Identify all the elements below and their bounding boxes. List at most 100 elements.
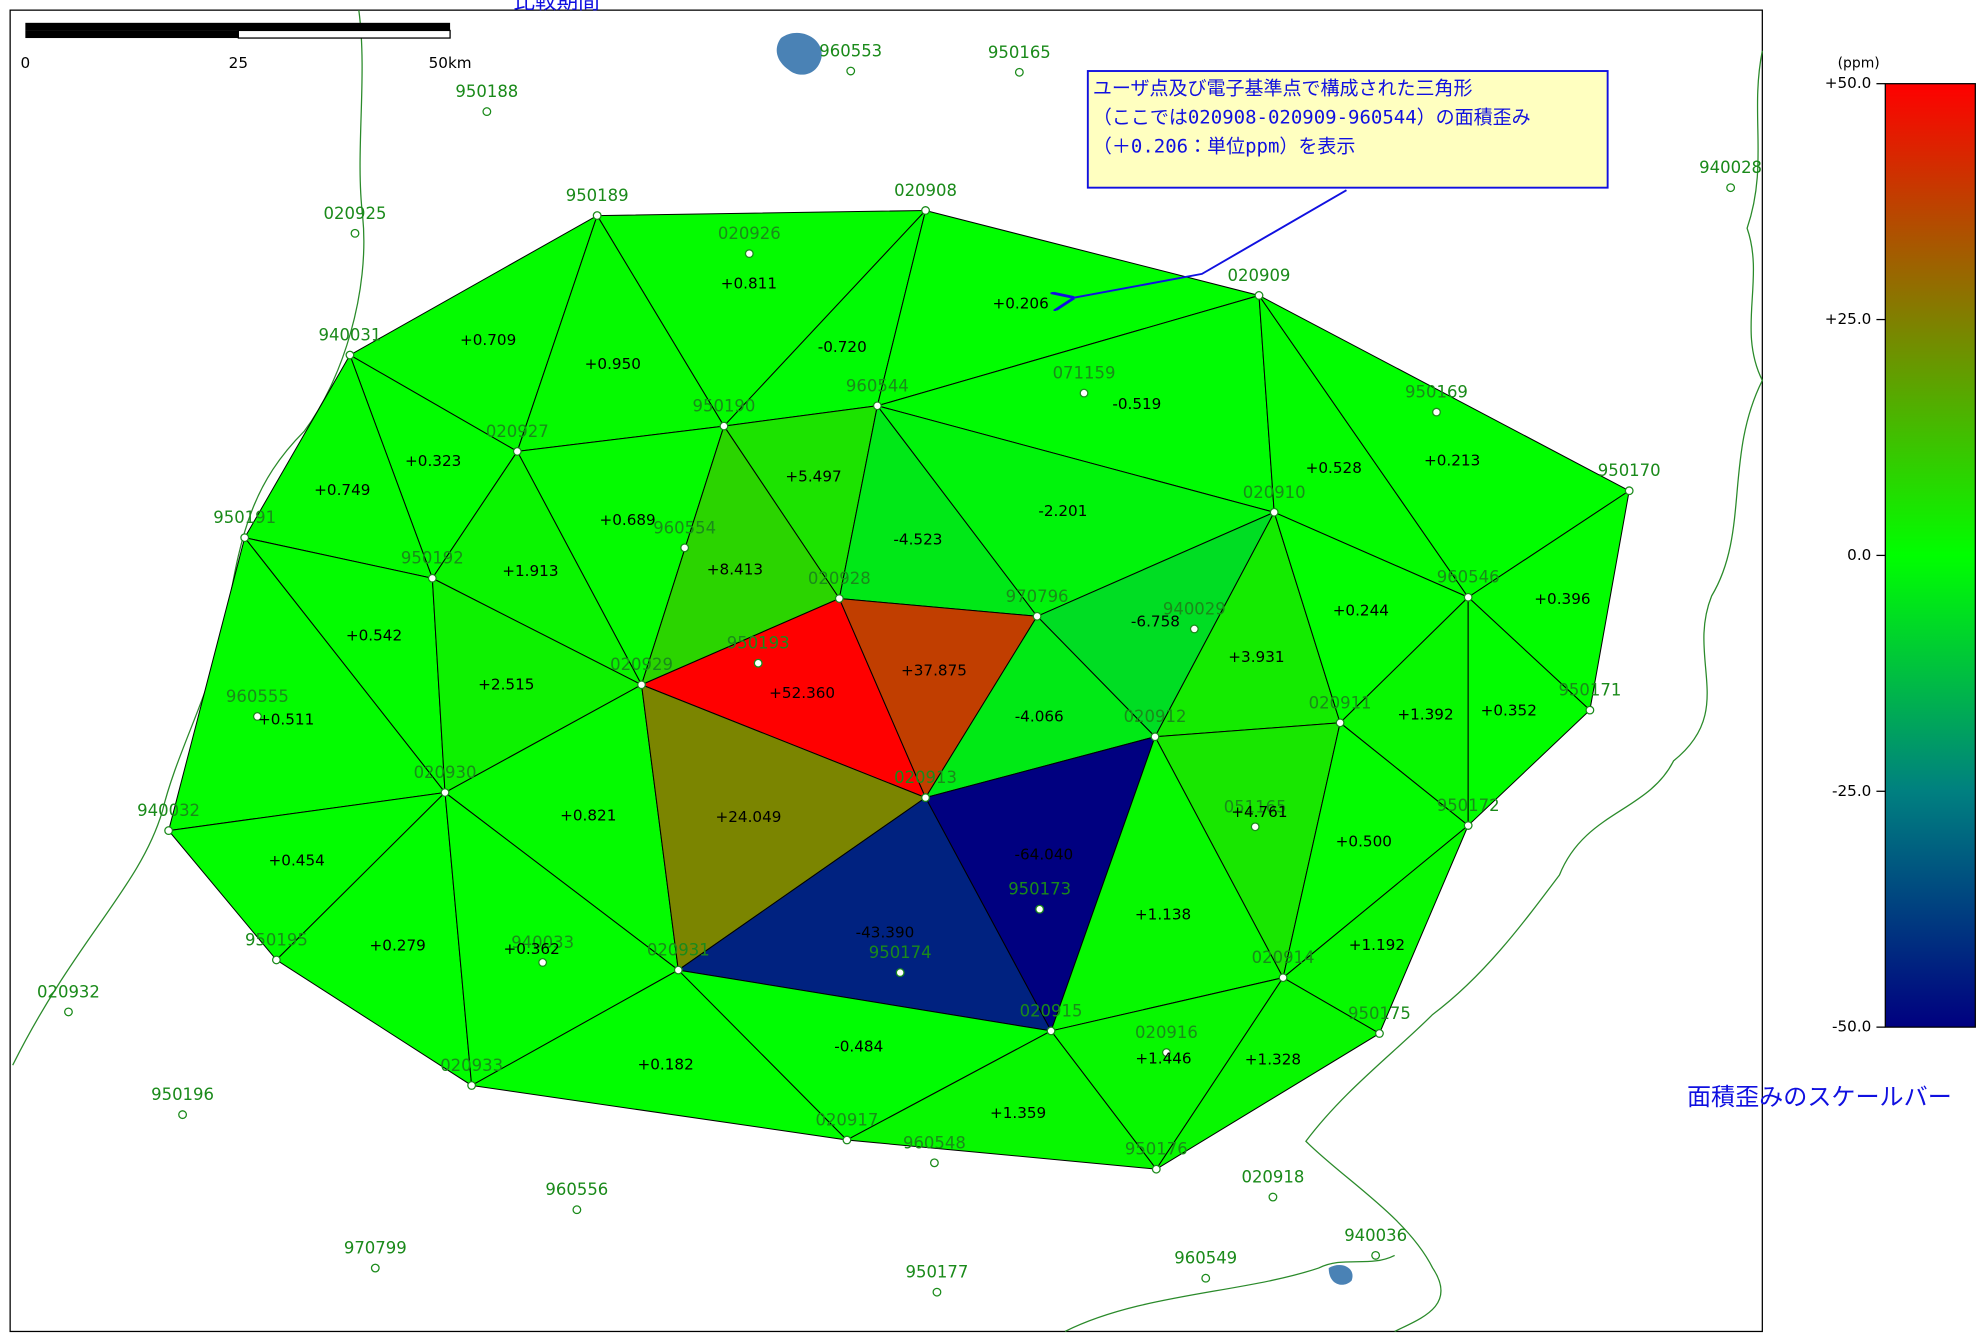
station-label: 950192 [401, 549, 464, 568]
station-label: 960549 [1174, 1249, 1237, 1268]
station-point [1189, 624, 1199, 634]
station-point [271, 955, 281, 965]
station-point [744, 249, 754, 259]
strain-value: +0.352 [1481, 701, 1537, 719]
station-point [1151, 1164, 1161, 1174]
station-label: 960556 [545, 1180, 608, 1199]
annotation: ユーザ点及び電子基準点で構成された三角形 （ここでは020908-020909-… [1073, 70, 1609, 298]
station-point [719, 421, 729, 431]
lake [1328, 1265, 1353, 1285]
station-point [1254, 291, 1264, 300]
station-label: 950174 [869, 943, 932, 962]
station-point [538, 958, 548, 967]
station-point [1432, 407, 1441, 417]
strain-value: +1.328 [1245, 1051, 1301, 1069]
station-label: 020916 [1135, 1023, 1198, 1042]
station-label: 950195 [245, 930, 308, 949]
station-point [842, 1135, 852, 1145]
station-point [240, 533, 250, 543]
station-label: 020915 [1020, 1001, 1083, 1020]
station-point [345, 350, 355, 360]
station-point [572, 1205, 582, 1215]
strain-value: +0.213 [1424, 452, 1480, 470]
strain-value: +0.454 [269, 852, 325, 870]
station-label: 950193 [727, 634, 790, 653]
colorbar-tick-label: +50.0 [1825, 74, 1872, 92]
strain-value: +1.392 [1397, 706, 1453, 724]
station-point [370, 1263, 380, 1273]
station-label: 950175 [1348, 1004, 1411, 1023]
annotation-text: （ここでは020908-020909-960544）の面積歪み [1093, 106, 1531, 128]
station-point [929, 1158, 939, 1168]
station-label: 950191 [213, 508, 276, 527]
strain-value: +0.244 [1333, 601, 1389, 619]
strain-value: +0.182 [637, 1056, 693, 1074]
strain-triangle [1467, 596, 1591, 827]
station-label: 950165 [988, 43, 1051, 62]
station-point [834, 594, 844, 603]
station-point [440, 788, 450, 797]
station-label: 970799 [344, 1239, 407, 1258]
station-label: 940028 [1699, 158, 1762, 177]
station-point [1161, 1048, 1171, 1057]
station-label: 950176 [1125, 1140, 1188, 1159]
strain-value: +0.500 [1336, 832, 1392, 850]
station-label: 950169 [1405, 383, 1468, 402]
station-point [1014, 67, 1024, 77]
station-point [512, 446, 522, 456]
station-point [1726, 183, 1736, 193]
station-label: 020917 [815, 1110, 878, 1129]
station-point [1624, 486, 1634, 496]
station-point [1463, 592, 1473, 602]
strain-value: +37.875 [901, 661, 967, 679]
strain-triangle [845, 1030, 1158, 1170]
strain-value: +1.192 [1349, 936, 1405, 954]
station-point [932, 1287, 942, 1297]
strain-value: +24.049 [715, 808, 781, 826]
station-point [427, 573, 437, 583]
scale-tick-label: 50km [429, 54, 472, 72]
strain-value: +0.542 [346, 627, 402, 645]
strain-value: +0.709 [460, 331, 516, 349]
station-point [178, 1110, 188, 1120]
period-label: 比較期間 [513, 0, 599, 15]
colorbar-unit: (ppm) [1838, 55, 1880, 71]
strain-value: +0.950 [585, 355, 641, 373]
strain-value: +0.749 [314, 481, 370, 499]
station-label: 020910 [1243, 483, 1306, 502]
colorbar-tick-label: -25.0 [1832, 782, 1871, 800]
station-label: 940029 [1163, 599, 1226, 618]
strain-triangle [1155, 976, 1381, 1170]
station-point [680, 543, 690, 553]
strain-value: +0.323 [405, 452, 461, 470]
station-label: 020911 [1309, 693, 1372, 712]
annotation-box [1086, 70, 1609, 189]
strain-value: +1.446 [1135, 1050, 1191, 1068]
station-point [1032, 611, 1042, 621]
annotation-arrow [1073, 189, 1347, 298]
station-point [164, 826, 174, 836]
station-label: 940036 [1344, 1226, 1407, 1245]
scale-bar-segment [237, 29, 451, 39]
strain-value: -2.201 [1038, 502, 1087, 520]
strain-value: -0.519 [1112, 395, 1161, 413]
station-point [1046, 1026, 1056, 1036]
scale-tick-label: 25 [229, 54, 248, 72]
strain-value: -0.484 [834, 1037, 883, 1055]
station-label: 960554 [653, 518, 716, 537]
station-label: 020928 [808, 569, 871, 588]
scale-bar: 0 25 50km [21, 22, 472, 72]
station-point [482, 107, 492, 117]
strain-value: +1.138 [1135, 906, 1191, 924]
station-label: 020933 [440, 1056, 503, 1075]
scale-bar-segment [25, 22, 451, 31]
station-label: 051165 [1224, 797, 1287, 816]
station-label: 950173 [1008, 880, 1071, 899]
strain-value: +0.811 [721, 275, 777, 293]
scale-bar-segment [25, 30, 239, 39]
station-point [350, 228, 360, 238]
station-point [1463, 821, 1473, 830]
station-point [673, 965, 683, 975]
station-label: 950189 [566, 186, 629, 205]
station-point [846, 66, 856, 76]
